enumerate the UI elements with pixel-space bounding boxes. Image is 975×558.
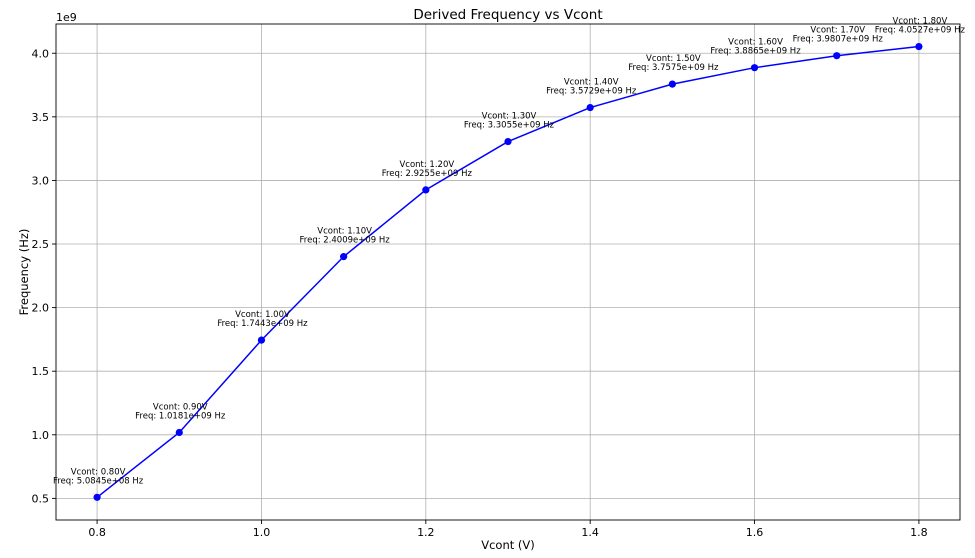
- y-tick-label: 1.5: [32, 365, 50, 378]
- annotation-vcont: Vcont: 1.30V: [482, 112, 537, 122]
- x-tick-label: 1.8: [910, 526, 928, 539]
- chart-title: Derived Frequency vs Vcont: [413, 7, 602, 23]
- annotation-vcont: Vcont: 1.10V: [317, 227, 372, 237]
- data-point: [422, 186, 430, 194]
- annotation-freq: Freq: 3.3055e+09 Hz: [464, 121, 555, 131]
- series-layer: [93, 42, 923, 501]
- data-point: [93, 493, 101, 501]
- y-tick-label: 3.5: [32, 111, 50, 124]
- annotation-freq: Freq: 1.0181e+09 Hz: [135, 411, 226, 421]
- x-tick-label: 1.6: [746, 526, 764, 539]
- x-tick-label: 1.0: [253, 526, 271, 539]
- x-axis-label: Vcont (V): [481, 538, 535, 552]
- data-point: [586, 103, 594, 112]
- y-tick-label: 4.0: [32, 47, 50, 60]
- annotation-vcont: Vcont: 1.60V: [728, 38, 783, 48]
- annotation-freq: Freq: 3.7575e+09 Hz: [628, 63, 719, 73]
- annotation-freq: Freq: 5.0845e+08 Hz: [53, 476, 144, 486]
- y-axis-label: Frequency (Hz): [17, 229, 31, 316]
- x-tick-label: 0.8: [88, 526, 106, 539]
- annotation-freq: Freq: 2.4009e+09 Hz: [300, 236, 391, 246]
- annotation-vcont: Vcont: 0.90V: [153, 402, 208, 412]
- y-tick-label: 1.0: [32, 429, 50, 442]
- data-point: [668, 80, 676, 88]
- data-point: [257, 336, 266, 344]
- annotation-vcont: Vcont: 1.20V: [399, 160, 454, 170]
- annotation-freq: Freq: 2.9255e+09 Hz: [382, 169, 473, 179]
- annotation-vcont: Vcont: 1.80V: [893, 17, 948, 27]
- ticks-layer: 0.8 1.0 1.2 1.4 1.6 1.8 0.5 1.0 1.5 2.0 2.5 3.0 3.5 4…: [32, 47, 928, 539]
- annotation-freq: Freq: 3.5729e+09 Hz: [546, 87, 637, 97]
- annotation-vcont: Vcont: 1.40V: [564, 78, 619, 88]
- annotation-vcont: Vcont: 1.70V: [810, 26, 865, 36]
- y-tick-label: 2.0: [32, 302, 50, 315]
- data-point: [340, 253, 348, 261]
- y-tick-label: 3.0: [32, 174, 50, 187]
- y-tick-label: 0.5: [32, 492, 50, 505]
- grid-layer: [56, 24, 960, 520]
- y-axis-offset-label: 1e9: [56, 11, 77, 24]
- plot-frame: [55, 23, 961, 521]
- data-point: [504, 137, 512, 146]
- x-tick-label: 1.2: [417, 526, 435, 539]
- annotation-freq: Freq: 3.9807e+09 Hz: [793, 35, 884, 45]
- annotation-freq: Freq: 3.8865e+09 Hz: [710, 47, 801, 57]
- annotation-freq: Freq: 4.0527e+09 Hz: [875, 26, 966, 36]
- annotation-freq: Freq: 1.7443e+09 Hz: [217, 319, 308, 329]
- data-point: [175, 428, 183, 437]
- y-tick-label: 2.5: [32, 238, 50, 251]
- annotation-vcont: Vcont: 1.50V: [646, 54, 701, 64]
- data-point: [833, 52, 841, 60]
- x-tick-label: 1.4: [581, 526, 599, 539]
- annotation-vcont: Vcont: 1.00V: [235, 310, 290, 320]
- data-point: [750, 64, 759, 72]
- data-point: [915, 42, 923, 51]
- annotation-vcont: Vcont: 0.80V: [71, 467, 126, 477]
